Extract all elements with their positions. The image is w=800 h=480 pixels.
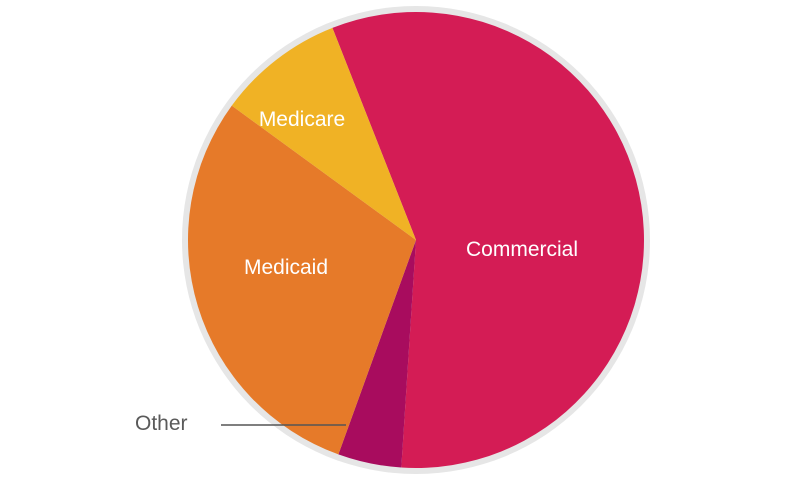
pie-labels: Commercial Medicaid Medicare Other <box>135 108 578 435</box>
pie-slice-medicare <box>231 27 416 241</box>
pie-slice-medicaid <box>187 105 416 455</box>
pie-slice-commercial <box>332 12 644 468</box>
slice-label-medicaid: Medicaid <box>244 256 328 279</box>
pie-slice-other <box>338 240 416 468</box>
pie-slices <box>187 12 644 468</box>
slice-label-other: Other <box>135 412 188 435</box>
slice-label-medicare: Medicare <box>259 108 345 131</box>
slice-label-commercial: Commercial <box>466 238 578 261</box>
